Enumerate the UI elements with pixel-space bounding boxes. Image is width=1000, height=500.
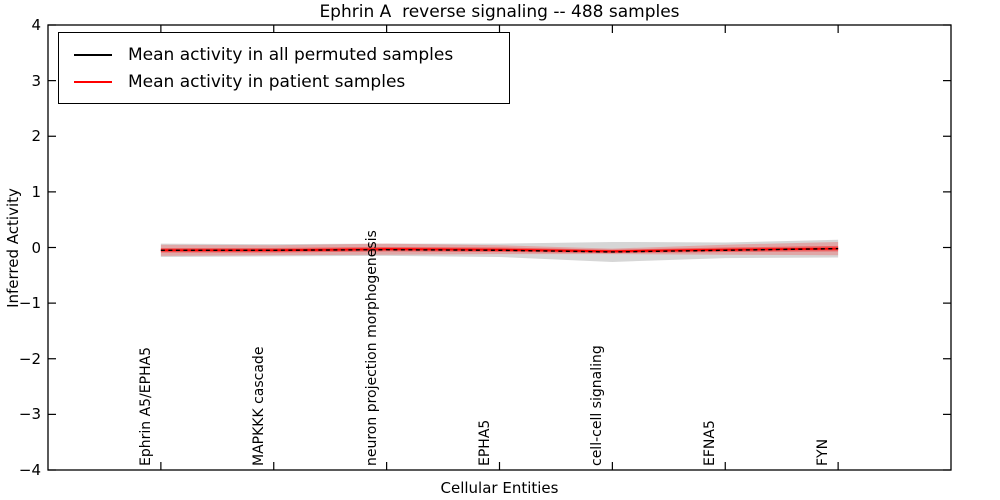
y-tick-label: 2 xyxy=(5,127,41,145)
legend: Mean activity in all permuted samples Me… xyxy=(58,32,510,104)
patient-line-swatch xyxy=(74,81,112,83)
chart-title: Ephrin A reverse signaling -- 488 sample… xyxy=(48,2,951,22)
y-tick-label: 1 xyxy=(5,183,41,201)
x-tick-label: EPHA5 xyxy=(478,420,493,466)
figure: Ephrin A reverse signaling -- 488 sample… xyxy=(0,0,1000,500)
x-tick-label: MAPKKK cascade xyxy=(252,347,267,466)
x-tick-label: EFNA5 xyxy=(703,420,718,466)
y-tick-label: −3 xyxy=(5,405,41,423)
legend-label: Mean activity in all permuted samples xyxy=(128,45,453,65)
x-tick-label: neuron projection morphogenesis xyxy=(365,230,380,466)
y-tick-label: 3 xyxy=(5,72,41,90)
x-axis-label: Cellular Entities xyxy=(48,479,951,497)
y-tick-label: −1 xyxy=(5,294,41,312)
legend-entry-permuted: Mean activity in all permuted samples xyxy=(59,41,509,68)
x-tick-label: Ephrin A5/EPHA5 xyxy=(139,347,154,466)
legend-entry-patient: Mean activity in patient samples xyxy=(59,68,509,95)
y-tick-label: −2 xyxy=(5,350,41,368)
y-tick-label: 0 xyxy=(5,239,41,257)
legend-label: Mean activity in patient samples xyxy=(128,72,405,92)
y-tick-label: 4 xyxy=(5,16,41,34)
x-tick-label: cell-cell signaling xyxy=(590,345,605,466)
permuted-line-swatch xyxy=(74,54,112,56)
y-tick-label: −4 xyxy=(5,461,41,479)
x-tick-label: FYN xyxy=(816,439,831,466)
